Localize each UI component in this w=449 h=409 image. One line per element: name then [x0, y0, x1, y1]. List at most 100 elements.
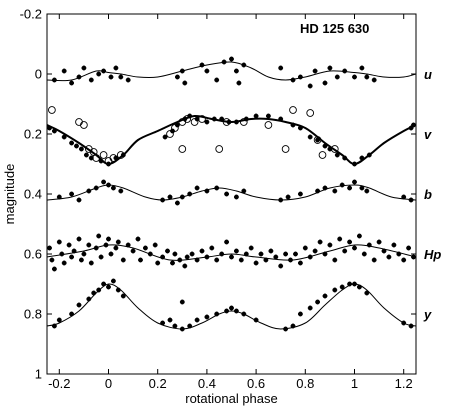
data-point-v: [297, 125, 303, 131]
data-point-v-open: [92, 154, 101, 162]
data-point-hp: [78, 257, 84, 263]
data-point-b: [214, 185, 220, 191]
data-point-hp: [317, 239, 323, 245]
data-point-hp: [352, 245, 357, 251]
data-point-hp: [93, 245, 99, 251]
data-point-hp: [356, 233, 362, 239]
data-point-u: [359, 65, 365, 71]
data-point-hp: [142, 245, 148, 251]
data-point-y: [347, 281, 353, 287]
data-point-v: [69, 140, 75, 146]
data-point-u: [88, 77, 94, 83]
data-point-hp: [177, 257, 183, 263]
data-point-hp: [258, 251, 264, 257]
data-point-v: [359, 155, 365, 161]
data-point-v-open: [264, 121, 273, 129]
data-point-y: [120, 293, 126, 299]
data-point-v-open: [48, 106, 56, 114]
data-point-hp: [189, 251, 195, 257]
data-point-b: [241, 188, 247, 194]
series-label-hp: Hp: [424, 247, 441, 262]
data-point-hp: [322, 251, 328, 257]
data-point-y: [322, 293, 328, 299]
data-point-y: [115, 287, 121, 293]
data-point-hp: [302, 245, 308, 251]
data-point-hp: [243, 251, 249, 257]
data-point-hp: [312, 248, 318, 254]
data-point-hp: [51, 266, 57, 272]
data-point-hp: [152, 242, 158, 248]
data-point-v: [74, 143, 79, 149]
data-point-y: [224, 308, 230, 314]
data-point-u: [352, 74, 357, 80]
data-point-b: [278, 197, 284, 203]
y-tick-label: 1: [35, 367, 42, 382]
data-point-u: [241, 62, 247, 68]
data-point-b: [339, 182, 345, 188]
data-point-y: [51, 323, 57, 329]
data-point-y: [76, 302, 82, 308]
data-point-hp: [233, 248, 239, 254]
data-point-hp: [199, 248, 205, 254]
x-axis-label: rotational phase: [185, 391, 278, 406]
data-point-hp: [332, 257, 338, 263]
data-point-hp: [194, 257, 200, 263]
data-point-hp: [273, 254, 279, 260]
data-point-hp: [86, 242, 92, 248]
data-point-v: [98, 158, 104, 164]
y-tick-label: -0.2: [20, 7, 42, 22]
data-point-y: [297, 311, 303, 317]
data-point-u: [229, 56, 234, 62]
data-point-y: [290, 323, 296, 329]
data-point-hp: [293, 251, 298, 257]
data-point-b: [297, 191, 303, 197]
data-point-v: [226, 119, 232, 125]
fit-curve-v: [47, 114, 416, 166]
data-point-y: [56, 317, 62, 323]
data-point-y: [110, 278, 116, 284]
series-label-v: v: [424, 127, 432, 142]
data-point-hp: [96, 233, 102, 239]
data-point-b: [174, 200, 180, 206]
data-point-v: [327, 146, 333, 152]
data-point-y: [172, 323, 178, 329]
data-point-y: [179, 326, 185, 332]
data-point-y: [352, 281, 357, 287]
data-point-b: [69, 191, 75, 197]
data-point-hp: [115, 239, 121, 245]
data-point-v: [78, 146, 84, 152]
data-point-y: [179, 299, 185, 305]
data-point-hp: [135, 236, 141, 242]
axis-ticks: -0.2 0 0.2 0.4 0.6 0.8 1 1.2 -0.2 0 0.2 0.4 0.6 0.8 1: [20, 7, 416, 391]
data-point-y: [69, 311, 75, 317]
data-point-hp: [347, 239, 353, 245]
data-point-hp: [229, 254, 234, 260]
data-point-v: [120, 152, 126, 158]
data-point-hp: [263, 257, 269, 263]
data-point-b: [332, 188, 338, 194]
data-point-b: [110, 185, 116, 191]
data-point-hp: [160, 254, 166, 260]
data-point-y: [253, 317, 259, 323]
data-point-b: [101, 179, 107, 185]
data-point-v-open: [313, 136, 322, 144]
y-tick-label: 0: [35, 67, 42, 82]
data-point-u: [174, 74, 180, 80]
data-point-hp: [297, 260, 303, 266]
data-point-hp: [283, 251, 289, 257]
data-point-v-open: [190, 118, 199, 126]
data-point-hp: [371, 257, 377, 263]
data-point-hp: [411, 254, 416, 260]
data-point-v: [366, 152, 372, 158]
data-point-b: [285, 194, 291, 200]
series-label-y: y: [423, 307, 432, 322]
data-point-y: [307, 305, 313, 311]
data-point-v-open: [80, 121, 88, 129]
data-point-v-open: [306, 109, 315, 117]
data-point-y: [91, 290, 97, 296]
data-point-hp: [406, 245, 412, 251]
data-point-u: [51, 77, 57, 83]
data-point-v-open: [116, 151, 125, 159]
data-point-v: [278, 116, 284, 122]
data-point-hp: [248, 245, 254, 251]
